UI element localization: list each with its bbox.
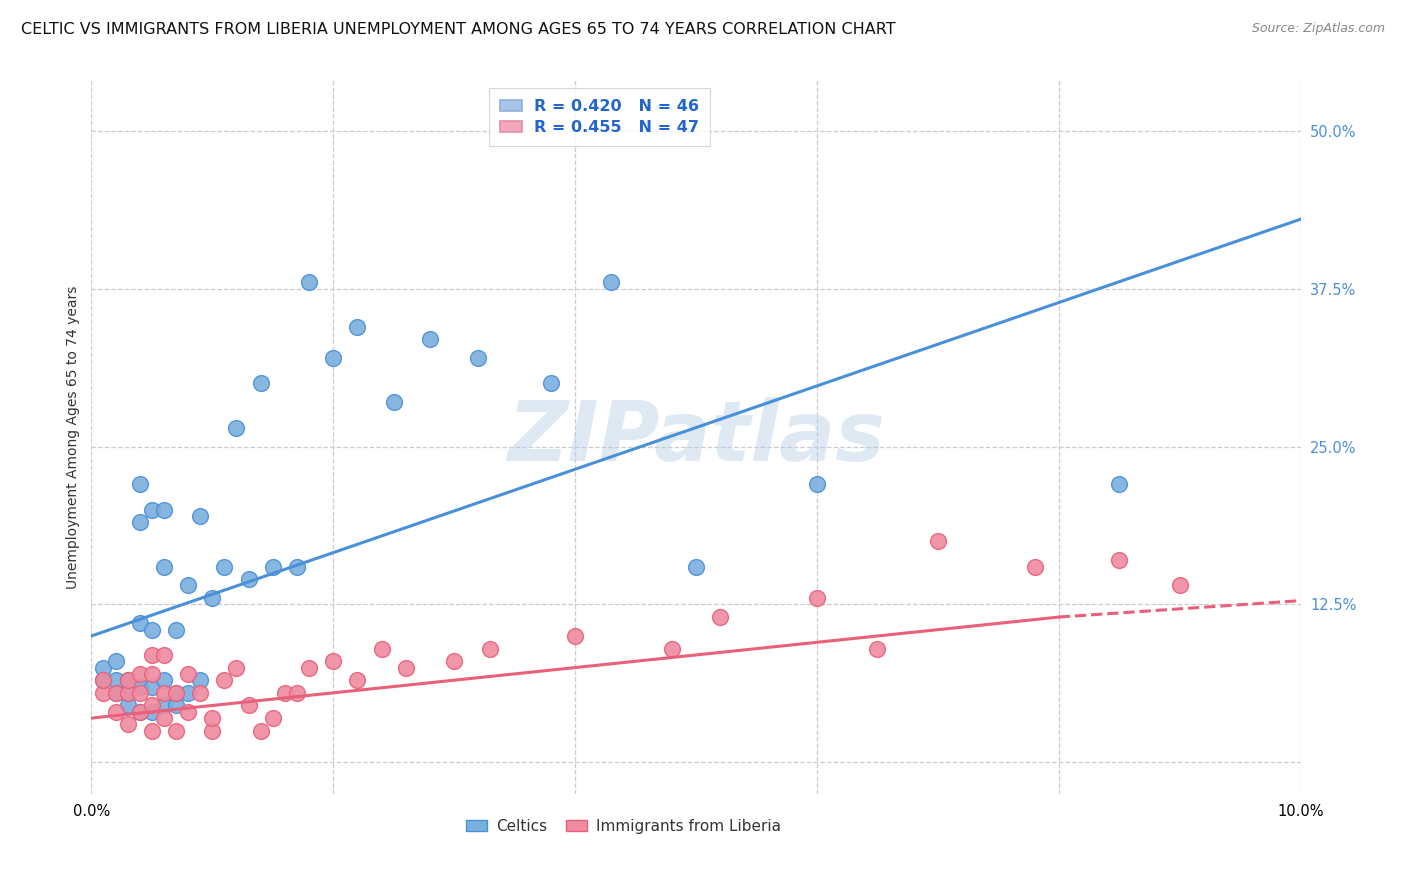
Point [238,698,260,713]
Text: CELTIC VS IMMIGRANTS FROM LIBERIA UNEMPLOYMENT AMONG AGES 65 TO 74 YEARS CORRELA: CELTIC VS IMMIGRANTS FROM LIBERIA UNEMPL… [21,22,896,37]
Point [322,654,344,668]
Point [153,648,176,662]
Point [346,319,368,334]
Point [298,660,321,674]
Point [188,508,211,523]
Point [661,641,683,656]
Point [165,686,187,700]
Point [188,673,211,688]
Point [153,711,176,725]
Point [141,666,163,681]
Point [165,698,187,713]
Point [153,686,176,700]
Point [395,660,418,674]
Point [128,680,150,694]
Point [128,616,150,631]
Point [370,641,392,656]
Point [238,572,260,586]
Point [141,723,163,738]
Point [479,641,502,656]
Point [117,686,139,700]
Y-axis label: Unemployment Among Ages 65 to 74 years: Unemployment Among Ages 65 to 74 years [66,285,80,589]
Point [153,698,176,713]
Point [141,680,163,694]
Point [104,705,127,719]
Point [285,559,308,574]
Point [177,578,200,592]
Point [117,717,139,731]
Point [141,623,163,637]
Point [346,673,368,688]
Point [806,477,828,491]
Point [93,686,115,700]
Point [201,591,224,606]
Point [866,641,889,656]
Text: ZIPatlas: ZIPatlas [508,397,884,477]
Point [188,686,211,700]
Point [177,666,200,681]
Point [104,673,127,688]
Point [141,648,163,662]
Point [1168,578,1191,592]
Point [262,559,284,574]
Point [153,559,176,574]
Point [93,673,115,688]
Point [117,686,139,700]
Point [104,654,127,668]
Point [117,673,139,688]
Point [93,660,115,674]
Point [685,559,707,574]
Point [262,711,284,725]
Point [117,698,139,713]
Point [1024,559,1046,574]
Legend: Celtics, Immigrants from Liberia: Celtics, Immigrants from Liberia [460,813,787,839]
Point [225,660,247,674]
Point [128,666,150,681]
Point [165,686,187,700]
Point [709,610,731,624]
Point [249,723,271,738]
Point [274,686,297,700]
Point [927,534,949,549]
Point [128,477,150,491]
Point [467,351,489,366]
Point [540,376,562,391]
Point [806,591,828,606]
Point [165,623,187,637]
Point [419,332,441,346]
Point [382,395,405,409]
Point [104,686,127,700]
Point [1108,553,1130,567]
Point [177,705,200,719]
Point [564,629,586,643]
Point [117,673,139,688]
Point [214,559,236,574]
Point [225,420,247,434]
Point [298,276,321,290]
Point [177,686,200,700]
Point [153,502,176,516]
Point [165,723,187,738]
Point [214,673,236,688]
Point [141,502,163,516]
Point [141,705,163,719]
Text: Source: ZipAtlas.com: Source: ZipAtlas.com [1251,22,1385,36]
Point [153,673,176,688]
Point [285,686,308,700]
Point [128,516,150,530]
Point [104,686,127,700]
Point [201,723,224,738]
Point [201,711,224,725]
Point [128,705,150,719]
Point [249,376,271,391]
Point [141,698,163,713]
Point [128,705,150,719]
Point [443,654,465,668]
Point [1108,477,1130,491]
Point [93,673,115,688]
Point [322,351,344,366]
Point [600,276,623,290]
Point [128,686,150,700]
